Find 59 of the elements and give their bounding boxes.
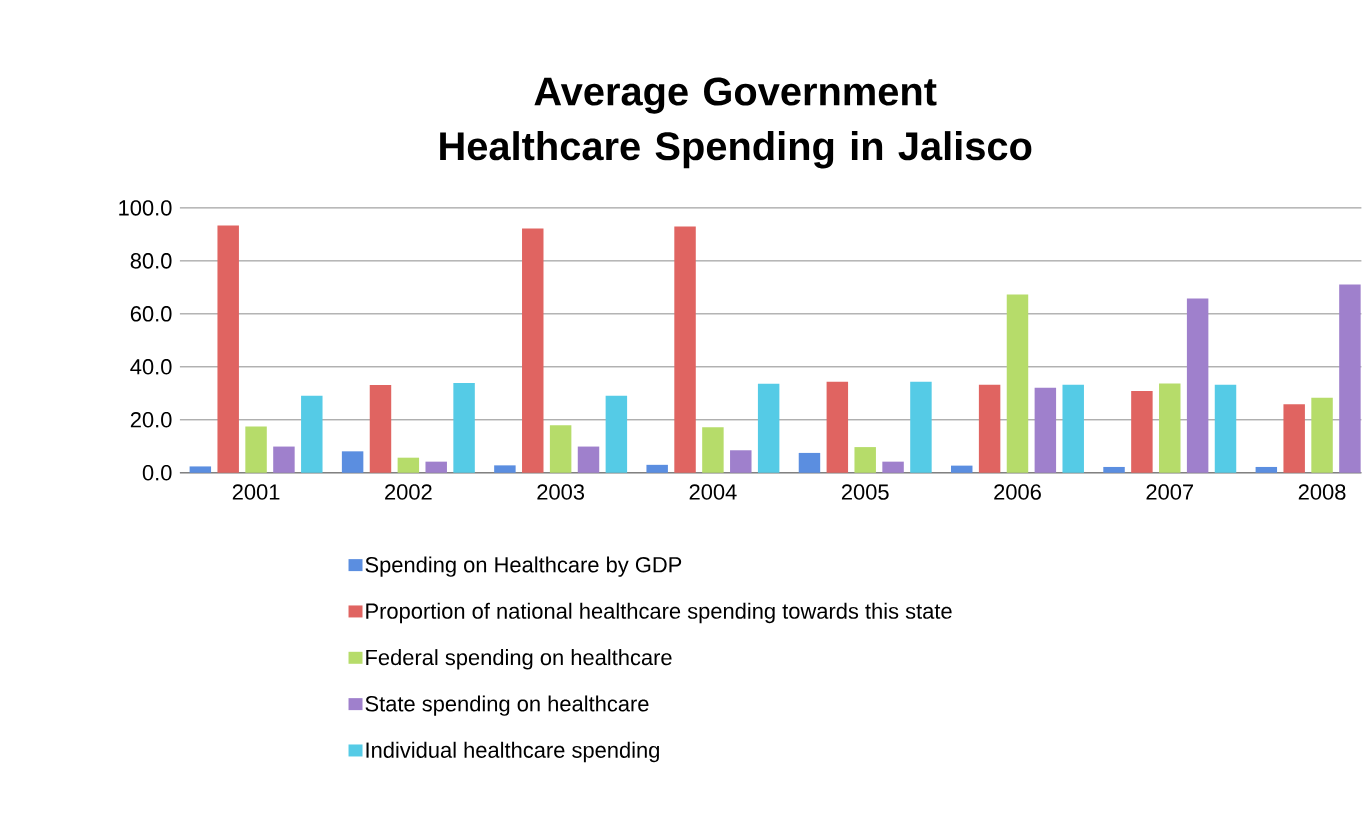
bar — [882, 461, 904, 473]
x-tick-label: 2004 — [689, 484, 737, 500]
legend-label: Proportion of national healthcare spending towards this state — [366, 602, 952, 624]
x-tick-label: 2008 — [1298, 484, 1346, 500]
x-tick-label: 2003 — [537, 484, 585, 500]
x-tick-label: 2006 — [994, 484, 1041, 500]
bar — [1103, 467, 1125, 473]
bar — [1131, 391, 1153, 473]
bar — [1186, 298, 1209, 473]
bar — [951, 465, 973, 473]
bar — [1159, 383, 1181, 473]
bar — [245, 426, 267, 473]
x-tick-label: 2007 — [1146, 484, 1194, 500]
bar — [826, 381, 849, 473]
bar — [1283, 404, 1305, 473]
bar — [1062, 385, 1084, 473]
bar — [1214, 385, 1237, 473]
bar — [605, 395, 628, 473]
bar — [702, 427, 724, 473]
legend-label: Federal spending on healthcare — [366, 649, 672, 670]
y-tick-label: 40.0 — [130, 359, 172, 375]
bar — [453, 383, 475, 473]
bar — [301, 395, 323, 473]
bar — [1006, 294, 1029, 473]
bar — [1255, 467, 1278, 473]
bar — [425, 461, 447, 473]
bar — [494, 465, 516, 473]
bar — [577, 446, 600, 473]
legend-label: Spending on Healthcare by GDP — [365, 556, 682, 578]
bar — [646, 465, 668, 473]
legend-label: State spending on healthcare — [365, 695, 649, 717]
bar — [549, 425, 572, 473]
bar — [189, 466, 212, 473]
bar — [978, 385, 1001, 473]
bar — [1339, 284, 1361, 473]
bar — [910, 381, 932, 473]
chart-title: Average Government Healthcare Spending in Jalisco — [440, 77, 1032, 169]
y-tick-label: 80.0 — [130, 253, 172, 269]
bar — [798, 453, 821, 473]
bar — [1034, 387, 1057, 473]
x-tick-label: 2002 — [385, 484, 432, 500]
x-tick-label: 2005 — [841, 484, 889, 500]
bar — [757, 383, 780, 473]
legend-label: Individual healthcare spending — [366, 741, 659, 763]
y-tick-label: 20.0 — [130, 412, 172, 428]
bar — [273, 446, 295, 473]
bar — [397, 457, 420, 473]
x-tick-label: 2001 — [232, 484, 280, 500]
y-tick-label: 0.0 — [142, 465, 172, 481]
y-tick-label: 100.0 — [119, 200, 172, 216]
y-tick-label: 60.0 — [130, 306, 172, 322]
bar — [217, 225, 239, 473]
bar — [1311, 398, 1333, 473]
bar — [854, 447, 876, 473]
bar — [369, 385, 392, 473]
bar — [522, 228, 544, 473]
bar — [730, 450, 752, 473]
bar — [674, 226, 696, 473]
bar — [341, 451, 364, 473]
